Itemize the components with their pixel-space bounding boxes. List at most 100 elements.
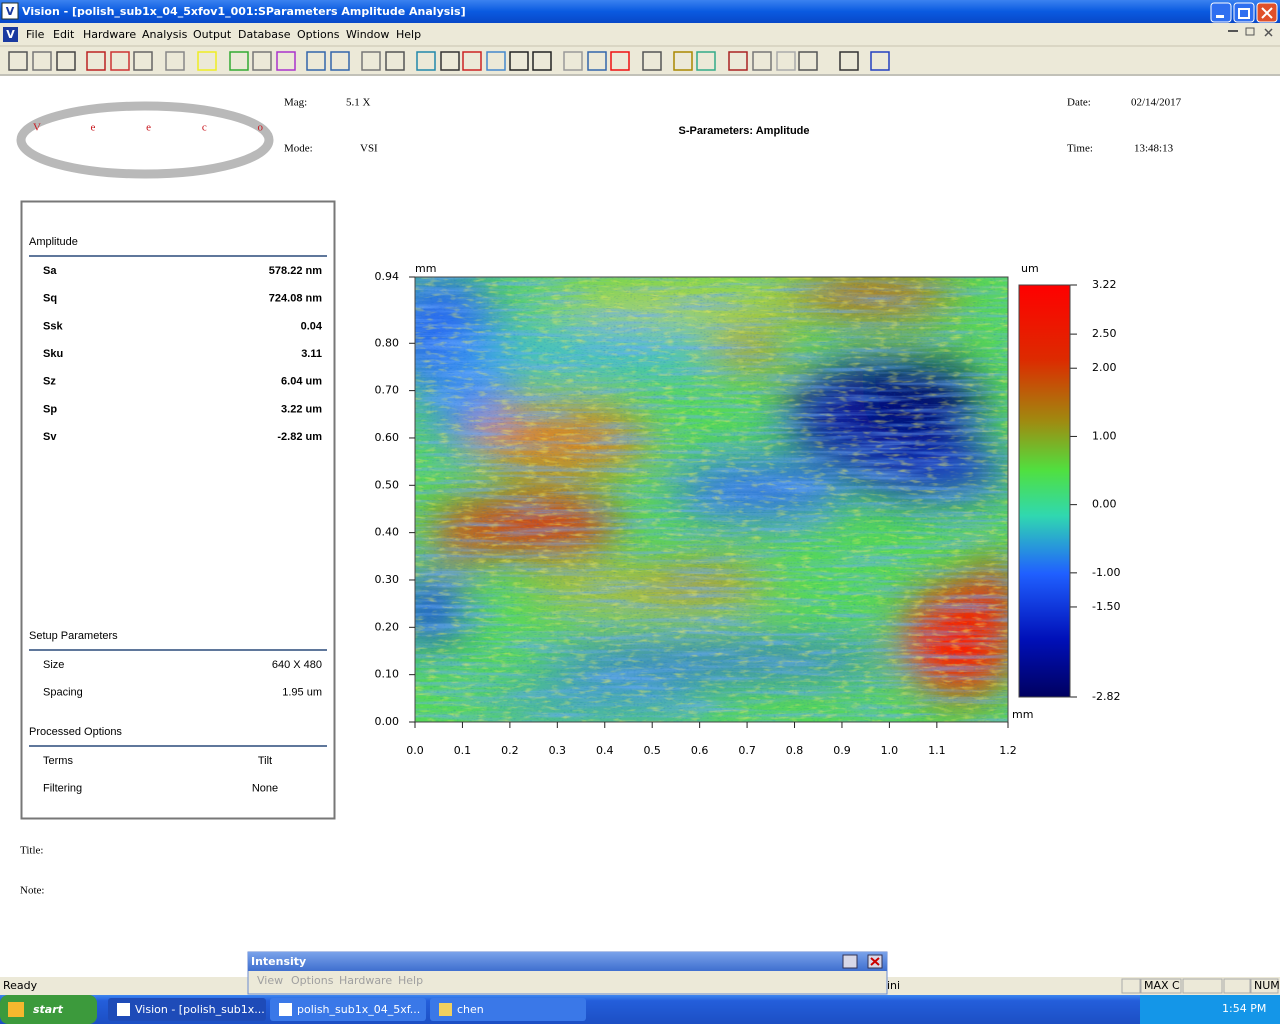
intensity-menu-item[interactable]: Hardware (339, 974, 392, 987)
toolbar-button[interactable] (798, 51, 818, 71)
menu-toolbar-area (0, 23, 1280, 76)
toolbar-button[interactable] (56, 51, 76, 71)
task-button[interactable] (108, 998, 266, 1021)
close-glyph (1261, 7, 1273, 19)
start-button[interactable] (0, 995, 97, 1024)
task-label: polish_sub1x_04_5xf... (297, 1003, 420, 1016)
windows-flag (8, 1002, 24, 1017)
clock: 1:54 PM (1222, 1002, 1266, 1015)
intensity-dock-button[interactable] (842, 954, 858, 969)
param-value: 1.95 um (282, 687, 322, 699)
toolbar-button[interactable] (110, 51, 130, 71)
toolbar-button[interactable] (509, 51, 529, 71)
toolbar-button[interactable] (696, 51, 716, 71)
toolbar-button[interactable] (532, 51, 552, 71)
note-label: Note: (20, 885, 44, 897)
x-tick-label: 0.7 (738, 744, 756, 757)
date-label: Date: (1067, 97, 1091, 109)
toolbar-button[interactable] (610, 51, 630, 71)
task-label: chen (457, 1003, 484, 1016)
toolbar-button[interactable] (563, 51, 583, 71)
y-tick-label: 0.00 (375, 715, 400, 728)
menu-item[interactable]: Output (193, 28, 232, 41)
menu-item[interactable]: File (26, 28, 45, 41)
toolbar-button[interactable] (752, 51, 772, 71)
toolbar-button[interactable] (728, 51, 748, 71)
logo: Veeco (33, 122, 264, 134)
param-name: Sz (43, 376, 56, 388)
restore-button[interactable] (1233, 2, 1255, 23)
menu-item[interactable]: Hardware (83, 28, 136, 41)
window-title: Vision - [polish_sub1x_04_5xfov1_001:SPa… (22, 5, 466, 18)
toolbar-button[interactable] (385, 51, 405, 71)
toolbar-button[interactable] (306, 51, 326, 71)
task-button[interactable] (270, 998, 426, 1021)
task-icon (279, 1003, 292, 1016)
toolbar-button[interactable] (870, 51, 890, 71)
toolbar-button[interactable] (486, 51, 506, 71)
colorbar-tick-label: 2.50 (1092, 327, 1117, 340)
toolbar-button[interactable] (330, 51, 350, 71)
toolbar-button[interactable] (229, 51, 249, 71)
toolbar-button[interactable] (673, 51, 693, 71)
toolbar-button[interactable] (252, 51, 272, 71)
minimize-glyph (1216, 15, 1224, 18)
colorbar-tick-label: 2.00 (1092, 361, 1117, 374)
toolbar-button[interactable] (8, 51, 28, 71)
toolbar-button[interactable] (587, 51, 607, 71)
x-tick-label: 0.2 (501, 744, 519, 757)
y-tick-label: 0.70 (375, 384, 400, 397)
param-value: 3.22 um (281, 403, 322, 415)
menu-item[interactable]: Edit (53, 28, 75, 41)
status-panels: MAX C NUM (1121, 978, 1280, 994)
toolbar-button[interactable] (416, 51, 436, 71)
menu-item[interactable]: Database (238, 28, 291, 41)
toolbar-button[interactable] (776, 51, 796, 71)
mdi-close[interactable] (1264, 28, 1273, 37)
mdi-restore[interactable] (1245, 27, 1255, 36)
mdi-minimize[interactable] (1228, 30, 1238, 32)
task-icon (117, 1003, 130, 1016)
x-tick-label: 1.0 (881, 744, 899, 757)
task-icon (439, 1003, 452, 1016)
task-button[interactable] (430, 998, 586, 1021)
intensity-menu-item[interactable]: View (257, 974, 283, 987)
y-tick-label: 0.10 (375, 668, 400, 681)
toolbar-button[interactable] (462, 51, 482, 71)
toolbar-button[interactable] (361, 51, 381, 71)
intensity-menu-item[interactable]: Options (291, 974, 334, 987)
minimize-button[interactable] (1210, 2, 1232, 23)
toolbar-button[interactable] (642, 51, 662, 71)
menu-item[interactable]: Help (396, 28, 421, 41)
menu-item[interactable]: Analysis (142, 28, 188, 41)
start-label: start (33, 1003, 64, 1016)
param-value: 640 X 480 (272, 659, 322, 671)
toolbar-button[interactable] (86, 51, 106, 71)
toolbar-button[interactable] (839, 51, 859, 71)
time-value: 13:48:13 (1134, 143, 1174, 155)
toolbar-button[interactable] (276, 51, 296, 71)
param-name: Sq (43, 293, 57, 305)
param-value: 3.11 (301, 348, 322, 360)
toolbar-button[interactable] (197, 51, 217, 71)
toolbar (8, 51, 890, 71)
toolbar-button[interactable] (32, 51, 52, 71)
intensity-menu-item[interactable]: Help (398, 974, 423, 987)
section-heading: Setup Parameters (29, 630, 118, 642)
colorbar-tick-label: -1.50 (1092, 600, 1120, 613)
toolbar-button[interactable] (440, 51, 460, 71)
status-panel (1140, 978, 1182, 994)
menu-item[interactable]: Window (346, 28, 389, 41)
app-icon-glyph: V (6, 5, 15, 18)
param-name: Size (43, 659, 64, 671)
logo-swoosh (16, 101, 274, 179)
toolbar-button[interactable] (133, 51, 153, 71)
toolbar-button[interactable] (165, 51, 185, 71)
y-tick-label: 0.80 (375, 336, 400, 349)
y-tick-label: 0.20 (375, 620, 400, 633)
param-value: -2.82 um (277, 431, 322, 443)
x-tick-label: 0.5 (643, 744, 661, 757)
task-list: Vision - [polish_sub1x... polish_sub1x_04… (108, 998, 586, 1021)
menu-item[interactable]: Options (297, 28, 340, 41)
